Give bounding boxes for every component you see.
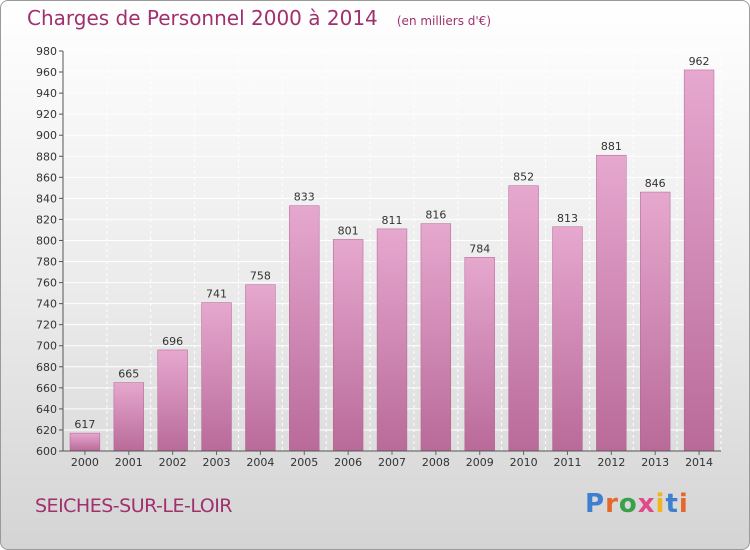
x-tick-label: 2006 (334, 456, 362, 469)
chart-title: Charges de Personnel 2000 à 2014 (27, 6, 378, 30)
y-tick-label: 920 (36, 108, 57, 121)
x-tick-label: 2010 (510, 456, 538, 469)
value-label: 816 (425, 209, 446, 222)
value-label: 813 (557, 212, 578, 225)
y-tick-label: 880 (36, 150, 57, 163)
bar-2013 (640, 191, 671, 452)
bar-2000 (69, 432, 101, 452)
y-tick-label: 660 (36, 382, 57, 395)
x-tick-label: 2009 (466, 456, 494, 469)
value-label: 784 (469, 242, 490, 255)
bar-2009 (464, 257, 495, 452)
bar-2003 (201, 302, 232, 452)
y-tick-label: 640 (36, 403, 57, 416)
bar-2002 (157, 349, 188, 452)
title-row: Charges de Personnel 2000 à 2014 (en mil… (27, 6, 491, 30)
value-label: 741 (206, 288, 227, 301)
bar-2005 (289, 205, 320, 452)
x-tick-label: 2012 (597, 456, 625, 469)
x-tick-label: 2005 (290, 456, 318, 469)
bar-2008 (420, 223, 452, 452)
x-tick-label: 2008 (422, 456, 450, 469)
value-label: 696 (162, 335, 183, 348)
value-label: 846 (645, 177, 666, 190)
y-tick-label: 840 (36, 192, 57, 205)
y-tick-label: 980 (36, 45, 57, 58)
value-label: 852 (513, 171, 534, 184)
value-label: 758 (250, 270, 271, 283)
value-label: 801 (338, 224, 359, 237)
y-tick-label: 620 (36, 424, 57, 437)
proxiti-logo: Proxiti (585, 489, 689, 519)
chart-subtitle: (en milliers d'€) (396, 14, 491, 28)
x-tick-label: 2000 (71, 456, 99, 469)
y-tick-label: 940 (36, 87, 57, 100)
value-label: 811 (382, 214, 403, 227)
y-tick-label: 760 (36, 277, 57, 290)
x-tick-label: 2003 (203, 456, 231, 469)
value-label: 833 (294, 191, 315, 204)
bar-2011 (552, 226, 583, 452)
x-tick-label: 2013 (641, 456, 669, 469)
bar-2004 (245, 284, 276, 452)
y-tick-label: 700 (36, 340, 57, 353)
labels: 600 620 640 660 680 700 720 740 760 780 800 820 840 8… (36, 45, 713, 469)
y-tick-label: 680 (36, 361, 57, 374)
x-tick-label: 2011 (553, 456, 581, 469)
y-tick-label: 860 (36, 171, 57, 184)
bar-2014 (683, 69, 715, 452)
y-tick-label: 900 (36, 129, 57, 142)
x-tick-label: 2004 (246, 456, 274, 469)
value-label: 665 (118, 368, 139, 381)
place-name: SEICHES-SUR-LE-LOIR (35, 495, 233, 517)
value-label: 617 (74, 418, 95, 431)
y-tick-label: 820 (36, 213, 57, 226)
y-tick-label: 600 (36, 445, 57, 458)
bars (69, 69, 715, 452)
bar-2007 (376, 228, 408, 452)
bar-2012 (596, 154, 627, 452)
x-tick-label: 2001 (115, 456, 143, 469)
x-tick-label: 2007 (378, 456, 406, 469)
value-label: 962 (689, 55, 710, 68)
y-tick-label: 800 (36, 234, 57, 247)
y-tick-label: 740 (36, 298, 57, 311)
value-label: 881 (601, 140, 622, 153)
y-tick-label: 780 (36, 256, 57, 269)
bar-2010 (508, 185, 539, 452)
x-tick-label: 2014 (685, 456, 713, 469)
x-tick-label: 2002 (159, 456, 187, 469)
axes (59, 50, 721, 455)
bar-2006 (332, 239, 364, 452)
bar-2001 (113, 382, 144, 452)
y-tick-label: 720 (36, 319, 57, 332)
y-tick-label: 960 (36, 66, 57, 79)
